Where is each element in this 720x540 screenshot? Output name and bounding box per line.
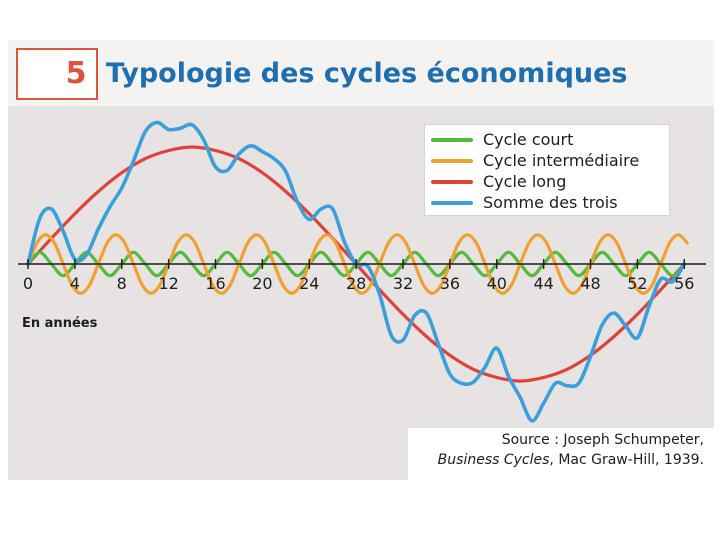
series-line-cycle-intermediaire — [26, 233, 689, 295]
x-tick-label: 32 — [393, 274, 413, 293]
source-line-1: Source : Joseph Schumpeter, — [501, 432, 704, 448]
x-tick-label: 20 — [252, 274, 272, 293]
figure-number-box — [16, 48, 98, 100]
x-tick-label: 40 — [487, 274, 507, 293]
x-tick-label: 44 — [533, 274, 553, 293]
x-tick-label: 8 — [117, 274, 127, 293]
source-book-title: Business Cycles — [437, 452, 550, 468]
legend-label-cycle-long: Cycle long — [483, 172, 567, 191]
x-axis-ticks: 0 4 8 12 16 20 24 28 32 36 40 44 48 52 56 — [23, 259, 694, 293]
legend-item-cycle-intermediaire: Cycle intermédiaire — [431, 150, 667, 172]
legend-item-cycle-court: Cycle court — [431, 129, 667, 151]
figure-header: 5 Typologie des cycles économiques — [8, 40, 714, 106]
legend-swatch-somme-des-trois — [431, 201, 473, 205]
x-axis-label: En années — [22, 316, 98, 331]
x-tick-label: 52 — [627, 274, 647, 293]
figure-panel: 5 Typologie des cycles économiques 0 4 8 12… — [8, 40, 714, 480]
legend-label-cycle-court: Cycle court — [483, 130, 574, 149]
source-line-2: Business Cycles, Mac Graw-Hill, 1939. — [438, 452, 704, 468]
legend-swatch-cycle-long — [431, 180, 473, 184]
legend-item-somme-des-trois: Somme des trois — [431, 192, 667, 214]
legend-label-cycle-intermediaire: Cycle intermédiaire — [483, 151, 640, 170]
legend-swatch-cycle-intermediaire — [431, 159, 473, 163]
x-tick-label: 28 — [346, 274, 366, 293]
legend-swatch-cycle-court — [431, 138, 473, 142]
x-tick-label: 36 — [440, 274, 460, 293]
legend-label-somme-des-trois: Somme des trois — [483, 193, 618, 212]
source-publisher: , Mac Graw-Hill, 1939. — [549, 452, 704, 468]
x-tick-label: 12 — [158, 274, 178, 293]
chart-legend: Cycle court Cycle intermédiaire Cycle lo… — [424, 124, 670, 216]
x-tick-label: 48 — [580, 274, 600, 293]
x-tick-label: 0 — [23, 274, 33, 293]
x-tick-label: 24 — [299, 274, 319, 293]
chart-title: Typologie des cycles économiques — [106, 58, 628, 89]
x-tick-label: 16 — [205, 274, 225, 293]
chart-plot: 0 4 8 12 16 20 24 28 32 36 40 44 48 52 56 — [18, 120, 706, 423]
x-tick-label: 56 — [674, 274, 694, 293]
x-tick-label: 4 — [70, 274, 80, 293]
figure-number: 5 — [65, 56, 87, 91]
legend-item-cycle-long: Cycle long — [431, 171, 667, 193]
source-box: Source : Joseph Schumpeter, Business Cyc… — [408, 428, 714, 480]
